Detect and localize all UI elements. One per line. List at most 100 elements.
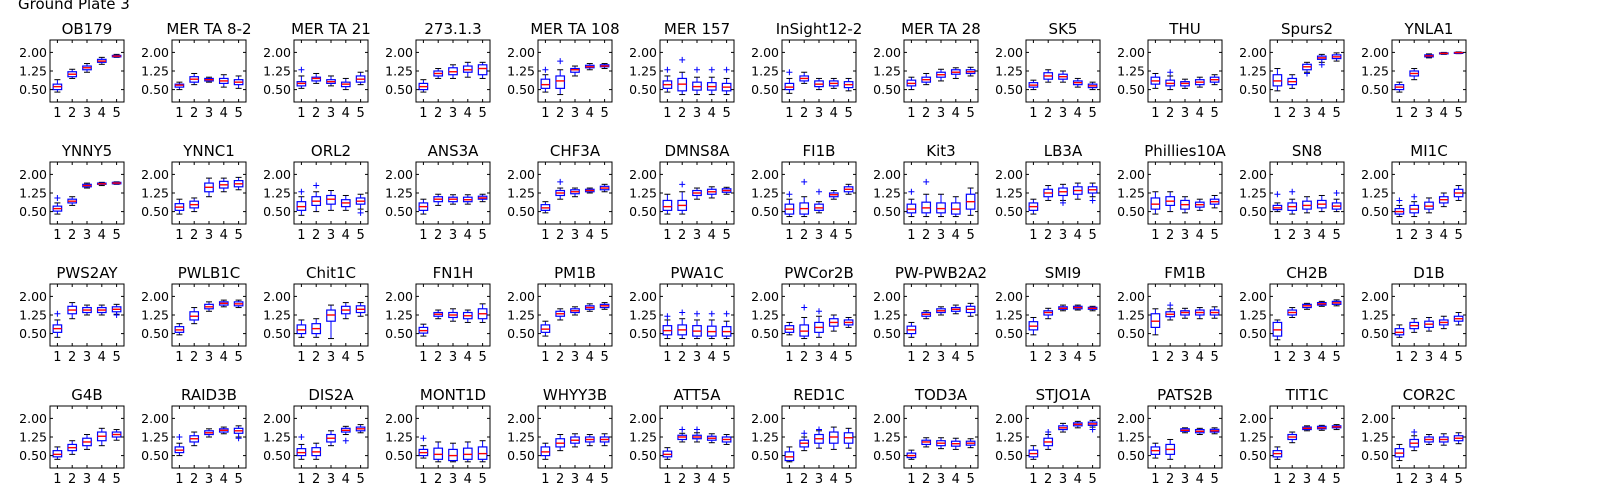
x-tick-label: 5: [112, 106, 120, 121]
y-tick-label: 0.50: [751, 204, 779, 219]
outlier-marker: [801, 430, 808, 437]
x-tick-label: 1: [1029, 350, 1037, 365]
axes-frame: [293, 39, 369, 103]
box: [555, 75, 566, 89]
subplot-title: 273.1.3: [424, 20, 481, 38]
outlier-marker: [1167, 302, 1174, 309]
y-tick-label: 1.25: [751, 430, 779, 445]
y-tick-label: 1.25: [995, 308, 1023, 323]
x-tick-label: 5: [1454, 106, 1462, 121]
y-tick-label: 2.00: [263, 167, 291, 182]
x-tick-label: 4: [952, 472, 960, 487]
x-tick-label: 4: [1318, 350, 1326, 365]
x-tick-label: 1: [907, 472, 915, 487]
x-tick-label: 4: [1196, 350, 1204, 365]
x-tick-label: 1: [53, 106, 61, 121]
y-tick-label: 1.25: [1361, 64, 1389, 79]
y-tick-label: 0.50: [1361, 448, 1389, 463]
x-tick-label: 2: [312, 350, 320, 365]
outlier-marker: [557, 58, 564, 65]
outlier-marker: [176, 434, 183, 440]
subplot-title: YNNY5: [61, 142, 112, 160]
outlier-marker: [54, 310, 61, 317]
x-tick-label: 1: [419, 228, 427, 243]
y-tick-label: 1.25: [1117, 186, 1145, 201]
x-tick-label: 2: [190, 106, 198, 121]
x-tick-label: 3: [205, 350, 213, 365]
y-tick-label: 2.00: [873, 411, 901, 426]
x-tick-label: 2: [800, 472, 808, 487]
x-tick-label: 2: [556, 350, 564, 365]
outlier-marker: [801, 178, 808, 185]
x-tick-label: 1: [1395, 228, 1403, 243]
y-tick-label: 0.50: [263, 448, 291, 463]
subplot-title: SN8: [1292, 142, 1322, 160]
outlier-marker: [313, 182, 320, 189]
y-tick-label: 2.00: [995, 289, 1023, 304]
y-tick-label: 2.00: [1361, 45, 1389, 60]
y-tick-label: 2.00: [141, 45, 169, 60]
subplot-title: RAID3B: [181, 386, 237, 404]
x-tick-label: 1: [53, 350, 61, 365]
subplot-title: COR2C: [1403, 386, 1456, 404]
subplot-title: Phillies10A: [1144, 142, 1226, 160]
y-tick-label: 1.25: [629, 64, 657, 79]
x-tick-label: 2: [1410, 106, 1418, 121]
subplot-title: SMI9: [1045, 264, 1081, 282]
y-tick-label: 0.50: [1239, 204, 1267, 219]
x-tick-label: 2: [1044, 228, 1052, 243]
outlier-marker: [816, 426, 822, 433]
x-tick-label: 4: [464, 472, 472, 487]
x-tick-label: 3: [693, 106, 701, 121]
outlier-marker: [1167, 69, 1174, 76]
x-tick-label: 2: [800, 228, 808, 243]
x-tick-label: 3: [1303, 472, 1311, 487]
y-tick-label: 2.00: [873, 45, 901, 60]
outlier-marker: [679, 181, 686, 188]
y-tick-label: 1.25: [141, 186, 169, 201]
x-tick-label: 2: [1288, 472, 1296, 487]
y-tick-label: 0.50: [141, 82, 169, 97]
x-tick-label: 2: [1044, 350, 1052, 365]
x-tick-label: 5: [722, 228, 730, 243]
x-tick-label: 2: [1410, 472, 1418, 487]
x-tick-label: 5: [234, 228, 242, 243]
x-tick-label: 4: [342, 106, 350, 121]
x-tick-label: 4: [220, 106, 228, 121]
x-tick-label: 3: [693, 350, 701, 365]
subplot-title: FM1B: [1164, 264, 1205, 282]
x-tick-label: 1: [663, 106, 671, 121]
x-tick-label: 1: [1029, 106, 1037, 121]
x-tick-label: 1: [663, 472, 671, 487]
x-tick-label: 1: [1273, 472, 1281, 487]
y-tick-label: 2.00: [263, 45, 291, 60]
y-tick-label: 1.25: [629, 308, 657, 323]
y-tick-label: 0.50: [507, 204, 535, 219]
x-tick-label: 2: [922, 472, 930, 487]
x-tick-label: 2: [678, 350, 686, 365]
y-tick-label: 1.25: [263, 186, 291, 201]
x-tick-label: 5: [600, 350, 608, 365]
y-tick-label: 1.25: [263, 308, 291, 323]
x-tick-label: 2: [1410, 350, 1418, 365]
x-tick-label: 1: [1395, 106, 1403, 121]
x-tick-label: 2: [434, 472, 442, 487]
x-tick-label: 4: [952, 106, 960, 121]
y-tick-label: 0.50: [873, 82, 901, 97]
y-tick-label: 1.25: [141, 64, 169, 79]
subplot-title: PATS2B: [1157, 386, 1213, 404]
x-tick-label: 4: [464, 350, 472, 365]
outlier-marker: [1089, 197, 1096, 204]
axes-frame: [1025, 283, 1101, 347]
x-tick-label: 3: [327, 228, 335, 243]
y-tick-label: 2.00: [995, 411, 1023, 426]
axes-frame: [1269, 405, 1345, 469]
x-tick-label: 4: [220, 228, 228, 243]
y-tick-label: 0.50: [385, 326, 413, 341]
y-tick-label: 0.50: [1361, 204, 1389, 219]
outlier-marker: [908, 188, 915, 195]
x-tick-label: 4: [830, 350, 838, 365]
y-tick-label: 2.00: [1361, 411, 1389, 426]
x-tick-label: 5: [1332, 350, 1340, 365]
subplot-title: MER TA 108: [530, 20, 619, 38]
